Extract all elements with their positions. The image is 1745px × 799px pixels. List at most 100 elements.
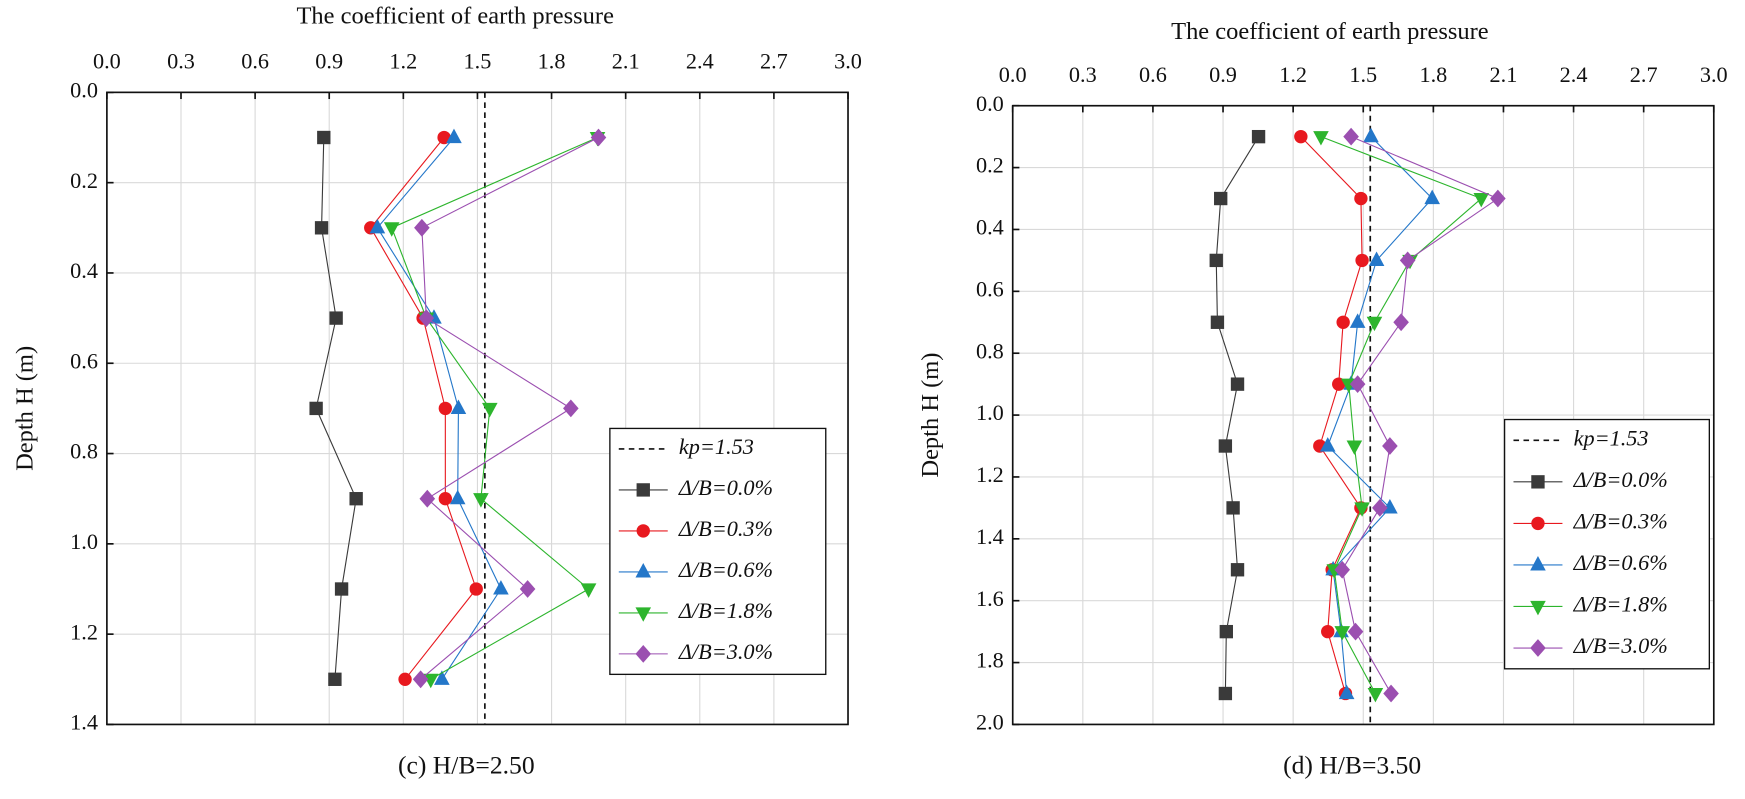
marker	[419, 489, 436, 508]
marker	[1473, 192, 1490, 208]
chart-title: (d) H/B=3.50	[1283, 751, 1421, 780]
x-tick-label: 1.5	[464, 49, 492, 74]
legend-marker	[1531, 475, 1545, 489]
legend-label: Δ/B=1.8%	[1573, 592, 1668, 617]
marker	[1367, 687, 1384, 703]
marker	[493, 580, 509, 595]
series-line	[1341, 136, 1500, 694]
series-line	[1300, 136, 1363, 694]
marker	[473, 493, 489, 508]
legend-label: Δ/B=0.0%	[678, 475, 773, 500]
legend-label: kp=1.53	[1574, 425, 1649, 450]
y-tick-label: 1.0	[976, 400, 1004, 425]
marker	[309, 401, 323, 416]
marker	[414, 218, 430, 237]
x-tick-label: 2.7	[760, 49, 788, 74]
x-tick-label: 1.8	[538, 49, 566, 74]
x-tick-label: 0.3	[167, 49, 195, 74]
marker	[1218, 439, 1233, 453]
marker	[1363, 127, 1379, 143]
y-tick-label: 0.4	[70, 258, 98, 283]
legend-marker	[636, 483, 650, 497]
legend-marker	[635, 644, 652, 663]
marker	[1226, 501, 1240, 515]
legend-box	[1503, 418, 1711, 670]
legend-label: Δ/B=3.0%	[678, 639, 773, 664]
x-tick-label: 0.9	[315, 49, 343, 74]
chart-title: (c) H/B=2.50	[398, 751, 535, 780]
x-tick-label: 1.8	[1419, 62, 1447, 87]
marker	[349, 492, 363, 506]
x-tick-label: 2.1	[612, 49, 640, 74]
marker	[1214, 191, 1228, 206]
marker	[469, 582, 483, 596]
marker	[434, 670, 450, 685]
marker	[1382, 437, 1398, 455]
y-tick-label: 0.2	[976, 153, 1004, 178]
x-axis-label: The coefficient of earth pressure	[296, 2, 614, 29]
marker	[1338, 684, 1355, 700]
marker	[438, 401, 453, 416]
legend-marker	[1530, 600, 1546, 616]
marker	[1349, 313, 1366, 328]
y-tick-label: 0.4	[976, 215, 1004, 240]
x-tick-label: 0.6	[1139, 62, 1167, 87]
marker	[1424, 189, 1440, 205]
legend-label: Δ/B=0.3%	[678, 516, 773, 541]
x-tick-label: 2.4	[686, 49, 714, 74]
marker	[422, 673, 439, 689]
x-tick-label: 0.3	[1069, 62, 1097, 87]
marker	[1393, 313, 1409, 332]
marker	[1368, 251, 1385, 266]
x-tick-label: 1.5	[1349, 62, 1377, 87]
marker	[590, 128, 607, 147]
legend-label: kp=1.53	[679, 434, 754, 459]
marker	[580, 583, 597, 598]
legend-marker	[1530, 639, 1546, 657]
y-tick-label: 0.2	[70, 168, 98, 193]
y-tick-label: 0.6	[70, 348, 98, 373]
legend-label: Δ/B=0.6%	[678, 557, 773, 582]
legend-marker	[635, 562, 652, 578]
x-tick-label: 1.2	[1279, 62, 1307, 87]
x-tick-label: 2.1	[1490, 62, 1518, 87]
y-axis-label: Depth H (m)	[11, 346, 38, 471]
marker	[1218, 686, 1233, 701]
marker	[412, 670, 429, 689]
marker	[450, 399, 467, 414]
y-axis-label: Depth H (m)	[917, 353, 944, 478]
marker	[1382, 498, 1398, 514]
marker	[438, 492, 453, 506]
y-tick-label: 2.0	[976, 710, 1004, 735]
marker	[1349, 375, 1366, 394]
x-tick-label: 0.0	[93, 49, 121, 74]
x-tick-label: 3.0	[834, 49, 862, 74]
marker	[1210, 315, 1225, 329]
marker	[1209, 253, 1223, 268]
legend-marker	[636, 524, 650, 538]
marker	[1332, 377, 1346, 391]
x-axis-label: The coefficient of earth pressure	[1171, 18, 1489, 45]
y-tick-label: 1.0	[70, 529, 98, 554]
legend-label: Δ/B=0.3%	[1573, 509, 1668, 534]
y-tick-label: 1.2	[70, 619, 98, 644]
marker	[369, 218, 386, 234]
marker	[1383, 684, 1399, 703]
y-tick-label: 0.6	[976, 276, 1004, 301]
marker	[1319, 437, 1336, 452]
marker	[383, 222, 400, 237]
marker	[314, 221, 329, 235]
y-tick-label: 0.8	[70, 439, 98, 464]
legend-label: Δ/B=1.8%	[678, 598, 773, 623]
legend-marker	[1531, 516, 1545, 531]
marker	[519, 580, 536, 598]
x-tick-label: 0.0	[999, 62, 1027, 87]
marker	[449, 489, 466, 505]
x-tick-label: 2.4	[1560, 62, 1588, 87]
series-line	[1215, 136, 1260, 694]
y-tick-label: 1.6	[976, 586, 1004, 611]
legend-marker	[1530, 556, 1546, 571]
marker	[1354, 191, 1368, 206]
y-tick-label: 1.4	[70, 710, 98, 735]
marker	[1355, 253, 1369, 268]
